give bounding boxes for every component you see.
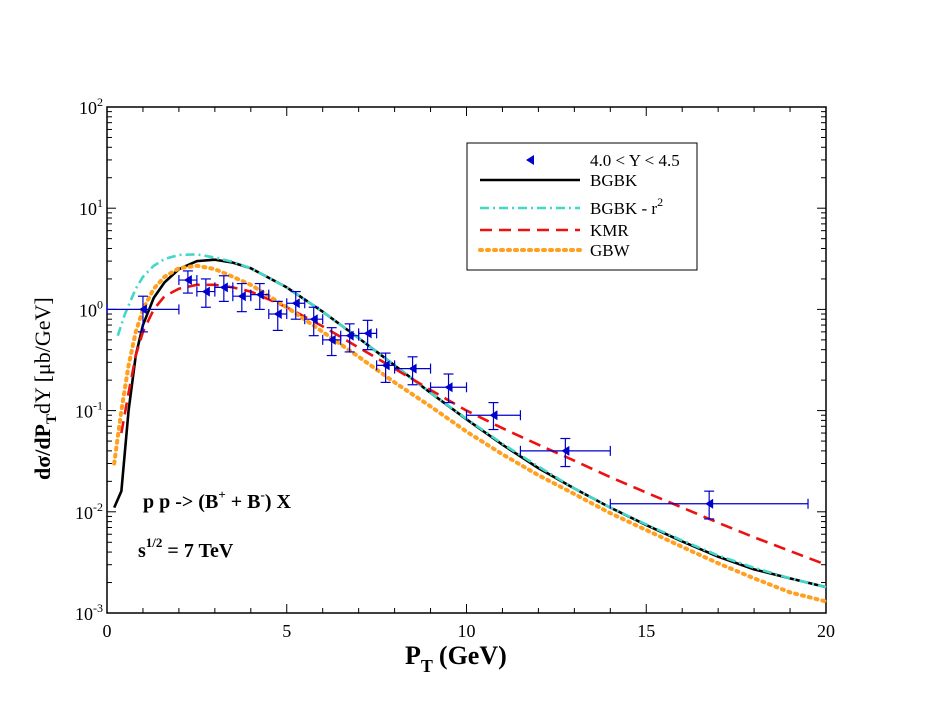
- data-point: [304, 306, 324, 337]
- energy-text-a: s: [138, 540, 146, 562]
- legend-item-bgbk: BGBK: [480, 171, 638, 190]
- legend-item-bgbk-r: BGBK - r2: [480, 195, 663, 218]
- data-point-marker: [183, 275, 192, 286]
- process-text-a: p p -> (B: [143, 491, 218, 513]
- data-point-marker: [237, 291, 246, 302]
- legend-label: KMR: [590, 221, 629, 240]
- legend-label: BGBK - r2: [590, 195, 663, 218]
- curve-kmr: [120, 283, 827, 566]
- data-point-marker: [381, 360, 390, 371]
- process-text-c: ) X: [265, 491, 292, 513]
- x-tick-label: 0: [103, 621, 112, 641]
- x-tick-label: 20: [817, 621, 835, 641]
- y-axis-title: dσ/dPTdY [μb/GeV]: [30, 297, 60, 480]
- y-tick-label: 10-2: [75, 500, 103, 523]
- energy-annotation: s1/2 = 7 TeV: [138, 535, 234, 562]
- data-point-marker: [444, 382, 453, 393]
- data-point-marker: [291, 298, 300, 309]
- y-axis-title-unit: dY [μb/GeV]: [30, 297, 55, 414]
- legend-data-marker: [526, 155, 534, 165]
- x-tick-label: 10: [458, 621, 476, 641]
- data-point: [394, 356, 432, 386]
- data-point-marker: [309, 314, 318, 325]
- legend-label: BGBK: [590, 171, 638, 190]
- data-point: [268, 300, 288, 332]
- legend-label: GBW: [590, 241, 631, 260]
- data-point-marker: [201, 286, 210, 297]
- data-point-marker: [327, 334, 336, 345]
- data-point-marker: [255, 289, 264, 300]
- data-point: [465, 401, 522, 431]
- data-point: [358, 319, 378, 351]
- legend-item-data: 4.0 < Y < 4.5: [526, 151, 680, 170]
- curve-gbw: [112, 263, 828, 604]
- data-point-marker: [561, 445, 570, 456]
- y-axis-title-main: dσ/dP: [30, 424, 55, 480]
- data-point: [519, 437, 611, 468]
- energy-sup: 1/2: [146, 535, 163, 550]
- process-sup-minus: -: [260, 487, 264, 502]
- legend-box: [466, 142, 698, 271]
- data-point: [322, 327, 342, 357]
- y-tick-label: 102: [79, 95, 103, 118]
- x-tick-label: 15: [637, 621, 655, 641]
- data-point-marker: [408, 363, 417, 374]
- data-points: [106, 270, 809, 520]
- data-point: [429, 373, 468, 404]
- data-point-marker: [219, 282, 228, 293]
- data-point: [196, 278, 216, 308]
- legend-item-kmr: KMR: [480, 221, 629, 240]
- data-point: [106, 295, 180, 333]
- data-point-marker: [489, 410, 498, 421]
- data-point-marker: [273, 309, 282, 320]
- data-point: [178, 270, 198, 294]
- data-point: [376, 352, 396, 383]
- data-point-marker: [345, 330, 354, 341]
- y-axis-title-sub: T: [44, 414, 60, 424]
- data-point: [286, 290, 306, 320]
- axis-ticks: [106, 106, 827, 614]
- process-text-b: + B: [226, 491, 261, 513]
- data-point: [214, 275, 234, 302]
- x-tick-label: 5: [282, 621, 291, 641]
- data-point-marker: [705, 498, 714, 509]
- y-tick-label: 10-3: [75, 601, 103, 624]
- y-tick-label: 10-1: [75, 399, 103, 422]
- data-point-marker: [363, 328, 372, 339]
- data-point-marker: [138, 304, 147, 315]
- legend-label-data: 4.0 < Y < 4.5: [590, 151, 680, 170]
- curve-bgbk-r: [116, 253, 827, 589]
- energy-text-b: = 7 TeV: [162, 540, 233, 562]
- x-axis-title-unit: (GeV): [439, 641, 507, 670]
- y-tick-label: 100: [79, 297, 103, 320]
- x-axis-title: PT (GeV): [405, 641, 507, 676]
- process-annotation: p p -> (B+ + B-) X: [143, 487, 291, 513]
- data-point: [340, 323, 360, 353]
- axis-tick-labels: 0 5 10 15 20 10-3 10-2 10-1 100 101 102: [75, 95, 835, 641]
- x-axis-title-main: P: [405, 641, 421, 670]
- data-point: [250, 282, 270, 310]
- process-sup-plus: +: [218, 487, 225, 502]
- y-tick-label: 101: [79, 196, 103, 219]
- curve-bgbk: [112, 258, 827, 589]
- x-axis-title-sub: T: [421, 656, 433, 676]
- data-point: [609, 490, 809, 520]
- legend-item-gbw: GBW: [478, 241, 631, 260]
